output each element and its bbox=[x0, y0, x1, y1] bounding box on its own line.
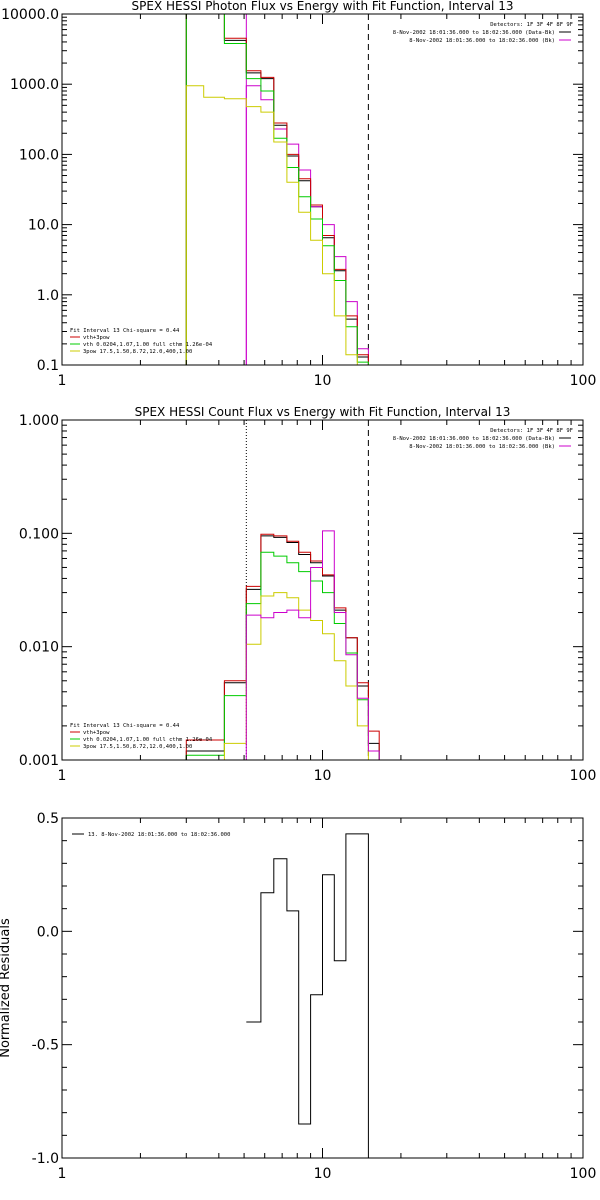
detectors-label: Detectors: 1F 3F 4F 8F 9F bbox=[490, 428, 573, 434]
y-tick-label: 0.5 bbox=[37, 811, 59, 827]
x-tick-label: 10 bbox=[314, 768, 332, 784]
chart-title: SPEX HESSI Photon Flux vs Energy with Fi… bbox=[132, 0, 514, 13]
x-tick-label: 1 bbox=[58, 373, 67, 389]
fit-legend-text: vth+3pow bbox=[83, 335, 110, 341]
series-line-2 bbox=[245, 85, 369, 365]
residual-legend-text: 13. 8-Nov-2002 18:01:36.000 to 18:02:36.… bbox=[88, 832, 230, 838]
fit-legend-text: 3pow 17.5,1.50,8.72,12.0,400,1.00 bbox=[83, 744, 192, 750]
y-tick-label: 10.0 bbox=[28, 218, 59, 234]
fit-summary: Fit Interval 13 Chi-square = 0.44 bbox=[70, 328, 180, 334]
fit-legend-text: vth 0.0204,1.07,1.00 full cthm 1.26e-04 bbox=[83, 737, 213, 743]
legend-entry-text: 8-Nov-2002 18:01:36.000 to 18:02:36.000 … bbox=[409, 38, 555, 44]
series-line-5 bbox=[245, 530, 380, 760]
x-tick-label: 100 bbox=[570, 768, 597, 784]
x-tick-label: 10 bbox=[314, 373, 332, 389]
chart-panel-2: SPEX HESSI Count Flux vs Energy with Fit… bbox=[19, 405, 596, 784]
series-line-3 bbox=[185, 551, 380, 760]
chart-title: SPEX HESSI Count Flux vs Energy with Fit… bbox=[135, 405, 511, 419]
y-tick-label: 0.010 bbox=[19, 640, 59, 656]
y-tick-label: 0.001 bbox=[19, 753, 59, 769]
series-line-1 bbox=[185, 14, 369, 365]
plot-frame bbox=[61, 13, 584, 366]
plot-area bbox=[185, 14, 369, 365]
chart-panel-3: 1 10 100 0.5 0.0 -0.5 -1.0 Normalized Residuals… bbox=[0, 811, 596, 1182]
x-tick-label: 100 bbox=[570, 373, 597, 389]
y-tick-label: 0.1 bbox=[37, 358, 59, 374]
x-tick-label: 1 bbox=[58, 768, 67, 784]
y-tick-label: 1.000 bbox=[19, 413, 59, 429]
x-tick-label: 1 bbox=[58, 1166, 67, 1182]
detectors-label: Detectors: 1F 3F 4F 8F 9F bbox=[490, 22, 573, 28]
y-tick-label: 1.0 bbox=[37, 288, 59, 304]
series-line-5 bbox=[185, 85, 369, 365]
series-line-1 bbox=[246, 833, 369, 1158]
y-tick-label: 0.100 bbox=[19, 526, 59, 542]
series-line-4 bbox=[186, 592, 380, 760]
y-tick-label: 10000.0 bbox=[1, 7, 59, 23]
legend-entry-text: 8-Nov-2002 18:01:36.000 to 18:02:36.000 … bbox=[393, 436, 555, 442]
fit-legend-text: vth 0.0204,1.07,1.00 full cthm 1.26e-04 bbox=[83, 342, 213, 348]
y-tick-label: -1.0 bbox=[32, 1151, 59, 1167]
y-axis-label: Normalized Residuals bbox=[0, 918, 13, 1058]
y-tick-label: -0.5 bbox=[32, 1038, 59, 1054]
chart-panel-1: SPEX HESSI Photon Flux vs Energy with Fi… bbox=[1, 0, 596, 389]
fit-legend-text: 3pow 17.5,1.50,8.72,12.0,400,1.00 bbox=[83, 349, 192, 355]
plot-area bbox=[185, 420, 380, 760]
plot-area bbox=[246, 833, 369, 1158]
plot-frame bbox=[61, 817, 584, 1159]
plot-frame bbox=[61, 419, 584, 761]
y-tick-label: 100.0 bbox=[19, 147, 59, 163]
y-tick-label: 0.0 bbox=[37, 924, 59, 940]
legend-entry-text: 8-Nov-2002 18:01:36.000 to 18:02:36.000 … bbox=[409, 444, 555, 450]
y-tick-label: 1000.0 bbox=[10, 77, 59, 93]
x-tick-label: 10 bbox=[314, 1166, 332, 1182]
series-line-4 bbox=[185, 14, 369, 365]
legend-entry-text: 8-Nov-2002 18:01:36.000 to 18:02:36.000 … bbox=[393, 30, 555, 36]
series-line-2 bbox=[185, 533, 380, 760]
fit-legend-text: vth+3pow bbox=[83, 730, 110, 736]
series-line-1 bbox=[185, 535, 380, 760]
fit-summary: Fit Interval 13 Chi-square = 0.44 bbox=[70, 723, 180, 729]
x-tick-label: 100 bbox=[570, 1166, 597, 1182]
series-line-3 bbox=[185, 14, 369, 365]
